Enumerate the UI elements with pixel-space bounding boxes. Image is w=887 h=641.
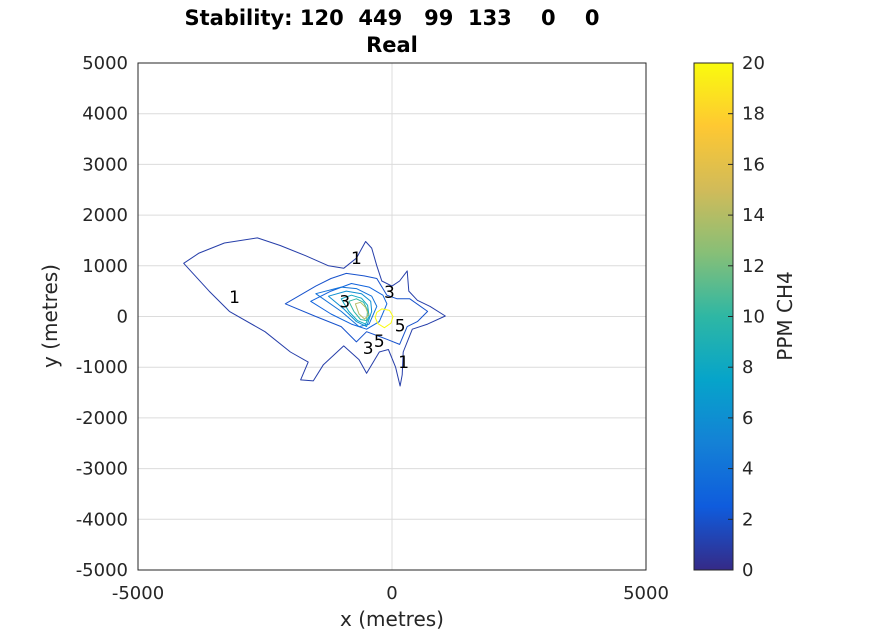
chart-title: Stability: 120 449 99 133 0 0 bbox=[184, 6, 599, 30]
x-tick-label: 0 bbox=[386, 583, 397, 604]
contour-line-6 bbox=[328, 290, 373, 328]
y-tick-label: 1000 bbox=[82, 256, 128, 277]
y-axis-label: y (metres) bbox=[38, 264, 62, 368]
x-tick-labels: -5000 0 5000 bbox=[112, 583, 669, 604]
colorbar-tick-label: 16 bbox=[742, 154, 765, 175]
y-tick-label: 3000 bbox=[82, 154, 128, 175]
y-tick-label: -5000 bbox=[76, 560, 128, 581]
contour-line-8 bbox=[340, 294, 370, 325]
y-tick-label: 5000 bbox=[82, 53, 128, 74]
y-tick-label: 2000 bbox=[82, 205, 128, 226]
contour-line-20 bbox=[374, 308, 394, 329]
y-tick-label: -2000 bbox=[76, 408, 128, 429]
contour-label: 1 bbox=[351, 249, 362, 269]
contour-line-14 bbox=[354, 301, 370, 320]
contour-line-3 bbox=[310, 283, 388, 330]
contour-line-1 bbox=[183, 237, 446, 387]
x-tick-label: 5000 bbox=[623, 583, 669, 604]
chart-subtitle: Real bbox=[366, 33, 418, 57]
colorbar-label: PPM CH4 bbox=[773, 271, 797, 360]
contour-label: 3 bbox=[339, 292, 350, 312]
colorbar-tick-label: 2 bbox=[742, 509, 753, 530]
contour-label: 5 bbox=[374, 332, 385, 352]
contour-lines bbox=[183, 237, 446, 387]
contour-label: 1 bbox=[398, 353, 409, 373]
y-tick-labels: -5000 -4000 -3000 -2000 -1000 0 1000 2000 3000 40… bbox=[76, 53, 128, 581]
contour-label: 3 bbox=[384, 283, 395, 303]
colorbar-tick-labels: 0 2 4 6 8 10 12 14 16 18 20 bbox=[728, 53, 765, 581]
colorbar-tick-label: 18 bbox=[742, 104, 765, 125]
grid-lines bbox=[138, 63, 646, 570]
y-tick-label: -1000 bbox=[76, 357, 128, 378]
y-tick-label: 4000 bbox=[82, 104, 128, 125]
x-axis-label: x (metres) bbox=[340, 607, 444, 631]
y-tick-label: 0 bbox=[117, 307, 128, 328]
colorbar-tick-label: 0 bbox=[742, 560, 753, 581]
colorbar bbox=[693, 62, 734, 571]
colorbar-tick-label: 12 bbox=[742, 256, 765, 277]
y-tick-label: -3000 bbox=[76, 459, 128, 480]
colorbar-tick-label: 6 bbox=[742, 408, 753, 429]
colorbar-tick-label: 4 bbox=[742, 459, 753, 480]
plot-frame bbox=[137, 62, 647, 571]
colorbar-tick-label: 8 bbox=[742, 357, 753, 378]
contour-label: 3 bbox=[363, 339, 374, 359]
contour-line-2 bbox=[284, 272, 429, 345]
contour-label: 5 bbox=[395, 317, 406, 337]
contour-line-4 bbox=[315, 286, 378, 328]
contour-label: 1 bbox=[229, 288, 240, 308]
x-tick-label: -5000 bbox=[112, 583, 164, 604]
colorbar-tick-label: 20 bbox=[742, 53, 765, 74]
colorbar-tick-label: 10 bbox=[742, 307, 765, 328]
contour-line-10 bbox=[348, 298, 369, 322]
colorbar-tick-label: 14 bbox=[742, 205, 765, 226]
y-tick-label: -4000 bbox=[76, 509, 128, 530]
